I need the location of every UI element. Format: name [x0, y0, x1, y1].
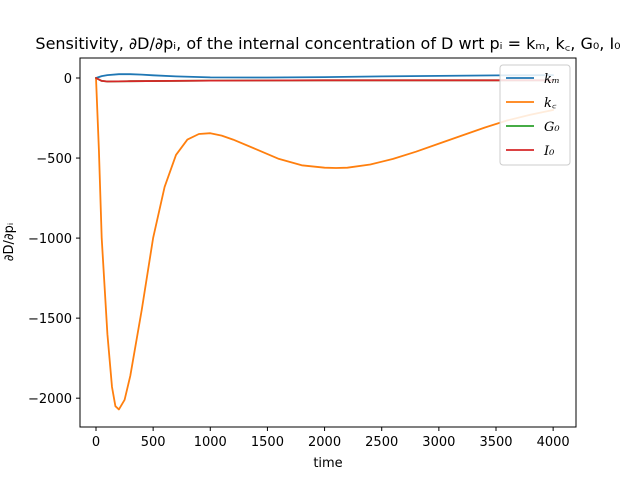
y-axis-label: ∂D/∂pᵢ [2, 223, 17, 261]
x-axis-label: time [313, 456, 342, 471]
y-tick-label: −2000 [28, 392, 72, 407]
x-tick-label: 3500 [479, 435, 512, 450]
series-line-3 [95, 77, 554, 83]
x-tick-label: 2500 [365, 435, 398, 450]
series-line-1 [95, 77, 554, 411]
y-axis: 0 −500 −1000 −1500 −2000 [28, 72, 80, 407]
x-tick-label: 2000 [308, 435, 341, 450]
legend-box [499, 64, 571, 166]
plot-frame [79, 57, 577, 428]
x-tick-label: 1500 [251, 435, 284, 450]
series-line-0 [95, 73, 554, 79]
legend: kₘ k꜀ G₀ I₀ [499, 64, 571, 166]
x-tick-label: 1000 [194, 435, 227, 450]
x-axis: 0 500 1000 1500 2000 2500 3000 3500 4000 [92, 427, 570, 450]
series-layer [95, 73, 554, 411]
x-tick-label: 0 [92, 435, 100, 450]
legend-label: kₘ [544, 72, 560, 87]
y-tick-label: 0 [64, 72, 72, 87]
x-tick-label: 4000 [537, 435, 570, 450]
x-tick-label: 500 [141, 435, 166, 450]
y-tick-label: −1500 [28, 312, 72, 327]
legend-label: I₀ [543, 144, 555, 159]
legend-label: k꜀ [544, 96, 557, 111]
y-tick-label: −500 [36, 152, 72, 167]
x-tick-label: 3000 [422, 435, 455, 450]
y-tick-label: −1000 [28, 232, 72, 247]
chart-title: Sensitivity, ∂D/∂pᵢ, of the internal con… [35, 34, 620, 53]
legend-label: G₀ [544, 120, 560, 135]
